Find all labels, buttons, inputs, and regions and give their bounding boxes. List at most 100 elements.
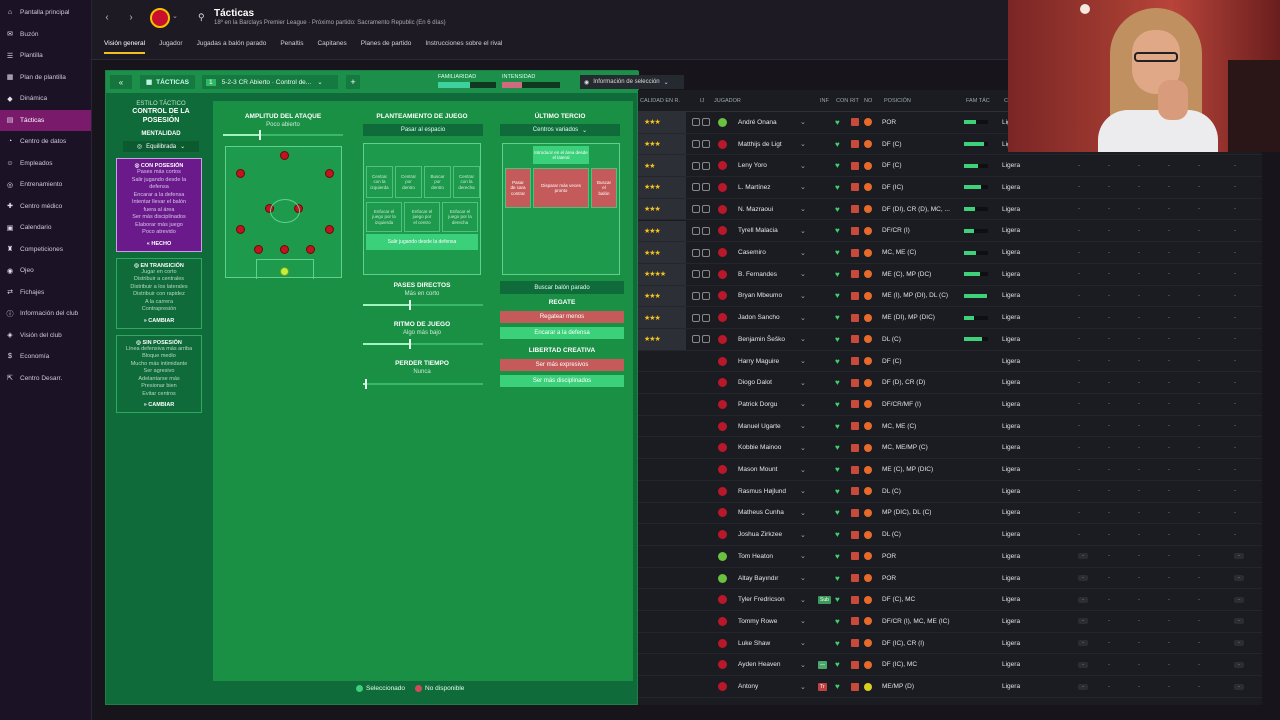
chevron-down-icon[interactable]: ⌄ bbox=[800, 162, 806, 170]
table-row[interactable]: ★★★ Tyrell Malacia ⌄ ♥ DF/CR (I) Ligera - - - - - - bbox=[638, 220, 1262, 243]
chevron-down-icon[interactable]: ⌄ bbox=[800, 618, 806, 626]
get-stuck-in-option[interactable]: Encarar a la defensa bbox=[500, 327, 624, 339]
build-up-dropdown[interactable]: Pasar al espacio bbox=[363, 124, 483, 136]
in-transition-box[interactable]: ◎ EN TRANSICIÓN Jugar en corto Distribuir… bbox=[116, 257, 202, 329]
compare-icon[interactable] bbox=[702, 248, 710, 257]
report-icon[interactable] bbox=[692, 248, 700, 257]
chevron-down-icon[interactable]: ⌄ bbox=[800, 271, 806, 279]
sidebar-item-medical[interactable]: ✚ Centro médico bbox=[0, 196, 91, 218]
table-row[interactable]: Luke Shaw ⌄ ♥ DF (IC), CR (I) Ligera - - - - - - bbox=[638, 633, 1262, 655]
player-name[interactable]: Diogo Dalot bbox=[738, 379, 772, 387]
report-icon[interactable] bbox=[692, 291, 700, 300]
sidebar-item-staff[interactable]: ☺ Empleados bbox=[0, 153, 91, 175]
table-row[interactable]: Tyler Fredricson ⌄ Sub ♥ DF (C), MC Ligera - - -… bbox=[638, 589, 1262, 612]
in-possession-box[interactable]: ◎ CON POSESIÓN Pases más cortos Salir jug… bbox=[116, 158, 202, 252]
sidebar-item-data[interactable]: ◔ Centro de datos bbox=[0, 131, 91, 153]
player-name[interactable]: Tommy Rowe bbox=[738, 617, 778, 625]
chevron-down-icon[interactable]: ⌄ bbox=[800, 575, 806, 583]
table-row[interactable]: Altay Bayındır ⌄ ♥ POR Ligera - - - - - - bbox=[638, 568, 1262, 590]
chevron-down-icon[interactable]: ⌄ bbox=[800, 683, 806, 691]
player-name[interactable]: Harry Maguire bbox=[738, 357, 780, 365]
table-row[interactable]: ★★★ Benjamin Šeško ⌄ ♥ DL (C) Ligera - - - - - - bbox=[638, 329, 1262, 351]
report-icon[interactable] bbox=[692, 183, 700, 192]
table-row[interactable]: ★★★ Casemiro ⌄ ♥ MC, ME (C) Ligera - - - - - - bbox=[638, 242, 1262, 264]
chevron-down-icon[interactable]: ⌄ bbox=[800, 531, 806, 539]
player-name[interactable]: Matthijs de Ligt bbox=[738, 140, 782, 148]
table-row[interactable]: Ayden Heaven ⌄ — ♥ DF (IC), MC Ligera - - - - - - bbox=[638, 655, 1262, 677]
chevron-down-icon[interactable]: ⌄ bbox=[800, 292, 806, 300]
tactic-selector[interactable]: 1 5-2-3 CR Abierto · Control de... ⌄ bbox=[202, 75, 338, 89]
column-header[interactable]: JUGADOR bbox=[714, 98, 741, 104]
final-third-highlight[interactable]: Introducir en el área desde el lateral bbox=[533, 146, 589, 164]
table-row[interactable]: ★★★ L. Martínez ⌄ ♥ DF (IC) Ligera - - - - - - bbox=[638, 177, 1262, 199]
final-third-right[interactable]: Buscar el balón bbox=[591, 168, 617, 208]
build-up-option[interactable]: Buscar por dentro bbox=[424, 166, 451, 198]
collapse-button[interactable]: « bbox=[110, 75, 132, 89]
report-icon[interactable] bbox=[692, 161, 700, 170]
chevron-down-icon[interactable]: ⌄ bbox=[800, 358, 806, 366]
player-name[interactable]: Patrick Dorgu bbox=[738, 400, 778, 408]
chevron-down-icon[interactable]: ⌄ bbox=[800, 227, 806, 235]
player-name[interactable]: Manuel Ugarte bbox=[738, 422, 781, 430]
player-marker[interactable] bbox=[236, 225, 245, 234]
column-header[interactable]: RIT bbox=[850, 98, 859, 104]
build-up-option[interactable]: Enfocar el juego por la izquierda bbox=[366, 202, 402, 232]
table-row[interactable]: Diogo Dalot ⌄ ♥ DF (D), CR (D) Ligera - - - - - - bbox=[638, 372, 1262, 395]
player-name[interactable]: Luke Shaw bbox=[738, 639, 771, 647]
column-header[interactable]: FAM TÁC bbox=[966, 98, 990, 104]
table-row[interactable]: Harry Maguire ⌄ ♥ DF (C) Ligera - - - - - - bbox=[638, 351, 1262, 373]
chevron-down-icon[interactable]: ⌄ bbox=[800, 141, 806, 149]
report-icon[interactable] bbox=[692, 270, 700, 279]
style-title[interactable]: CONTROL DE LA POSESIÓN bbox=[132, 108, 190, 124]
change-out-possession-button[interactable]: » CAMBIAR bbox=[143, 402, 175, 408]
report-icon[interactable] bbox=[692, 226, 700, 235]
sidebar-item-scouting[interactable]: ◉ Ojeo bbox=[0, 260, 91, 282]
compare-icon[interactable] bbox=[702, 183, 710, 192]
tab-0[interactable]: Visión general bbox=[104, 40, 146, 54]
player-name[interactable]: Antony bbox=[738, 683, 759, 691]
direct-passes-knob[interactable] bbox=[408, 300, 411, 310]
time-wasting-knob[interactable] bbox=[365, 379, 368, 389]
chevron-down-icon[interactable]: ⌄ bbox=[800, 444, 806, 452]
build-up-option[interactable]: Centrar por dentro bbox=[395, 166, 422, 198]
out-possession-box[interactable]: ◎ SIN POSESIÓN Línea defensiva más arrib… bbox=[116, 334, 202, 413]
tab-1[interactable]: Jugador bbox=[159, 40, 183, 47]
chevron-down-icon[interactable]: ⌄ bbox=[800, 596, 806, 604]
report-icon[interactable] bbox=[692, 313, 700, 322]
mentality-dropdown[interactable]: ◎ Equilibrada ⌄ bbox=[123, 141, 199, 152]
chevron-down-icon[interactable]: ⌄ bbox=[800, 379, 806, 387]
goalkeeper-marker[interactable] bbox=[280, 267, 289, 276]
column-header[interactable]: CALIDAD EN R. bbox=[640, 98, 681, 104]
chevron-down-icon[interactable]: ⌄ bbox=[800, 640, 806, 648]
build-up-option[interactable]: Enfocar el juego por el centro bbox=[404, 202, 440, 232]
compare-icon[interactable] bbox=[702, 226, 710, 235]
table-row[interactable]: Mason Mount ⌄ ♥ ME (C), MP (DIC) Ligera - - - - -… bbox=[638, 459, 1262, 481]
dribble-less-option[interactable]: Regatear menos bbox=[500, 311, 624, 323]
sidebar-item-club-info[interactable]: ⓘ Información del club bbox=[0, 303, 91, 325]
selection-info-dropdown[interactable]: ◉ Información de selección ⌄ bbox=[580, 75, 684, 89]
final-third-left[interactable]: Pasar de cara contrar bbox=[505, 168, 531, 208]
player-marker[interactable] bbox=[280, 245, 289, 254]
column-header[interactable]: INF bbox=[820, 98, 829, 104]
tab-5[interactable]: Planes de partido bbox=[360, 40, 412, 47]
player-name[interactable]: Joshua Zirkzee bbox=[738, 531, 783, 539]
sidebar-item-dev-centre[interactable]: ⇱ Centro Desarr. bbox=[0, 368, 91, 390]
player-name[interactable]: Ayden Heaven bbox=[738, 661, 781, 669]
sidebar-item-plan[interactable]: ▦ Plan de plantilla bbox=[0, 67, 91, 89]
compare-icon[interactable] bbox=[702, 140, 710, 149]
table-row[interactable]: ★★★ N. Mazraoui ⌄ ♥ DF (DI), CR (D), MC, ...… bbox=[638, 198, 1262, 221]
be-more-disciplined-option[interactable]: Ser más disciplinados bbox=[500, 375, 624, 387]
table-row[interactable]: ★★★★ B. Fernandes ⌄ ♥ ME (C), MP (DC) Ligera -… bbox=[638, 263, 1262, 286]
tempo-slider[interactable] bbox=[363, 339, 483, 349]
player-name[interactable]: Tyler Fredricson bbox=[738, 596, 785, 604]
player-name[interactable]: Jadon Sancho bbox=[738, 314, 780, 322]
sidebar-item-mail[interactable]: ✉ Buzón bbox=[0, 24, 91, 46]
report-icon[interactable] bbox=[692, 140, 700, 149]
build-up-option[interactable]: Enfocar el juego por la derecha bbox=[442, 202, 478, 232]
set-piece-button[interactable]: Buscar balón parado bbox=[500, 281, 624, 294]
sidebar-item-transfers[interactable]: ⇄ Fichajes bbox=[0, 282, 91, 304]
attack-width-slider[interactable] bbox=[223, 130, 343, 140]
player-name[interactable]: André Onana bbox=[738, 118, 777, 126]
tab-4[interactable]: Capitanes bbox=[317, 40, 347, 47]
